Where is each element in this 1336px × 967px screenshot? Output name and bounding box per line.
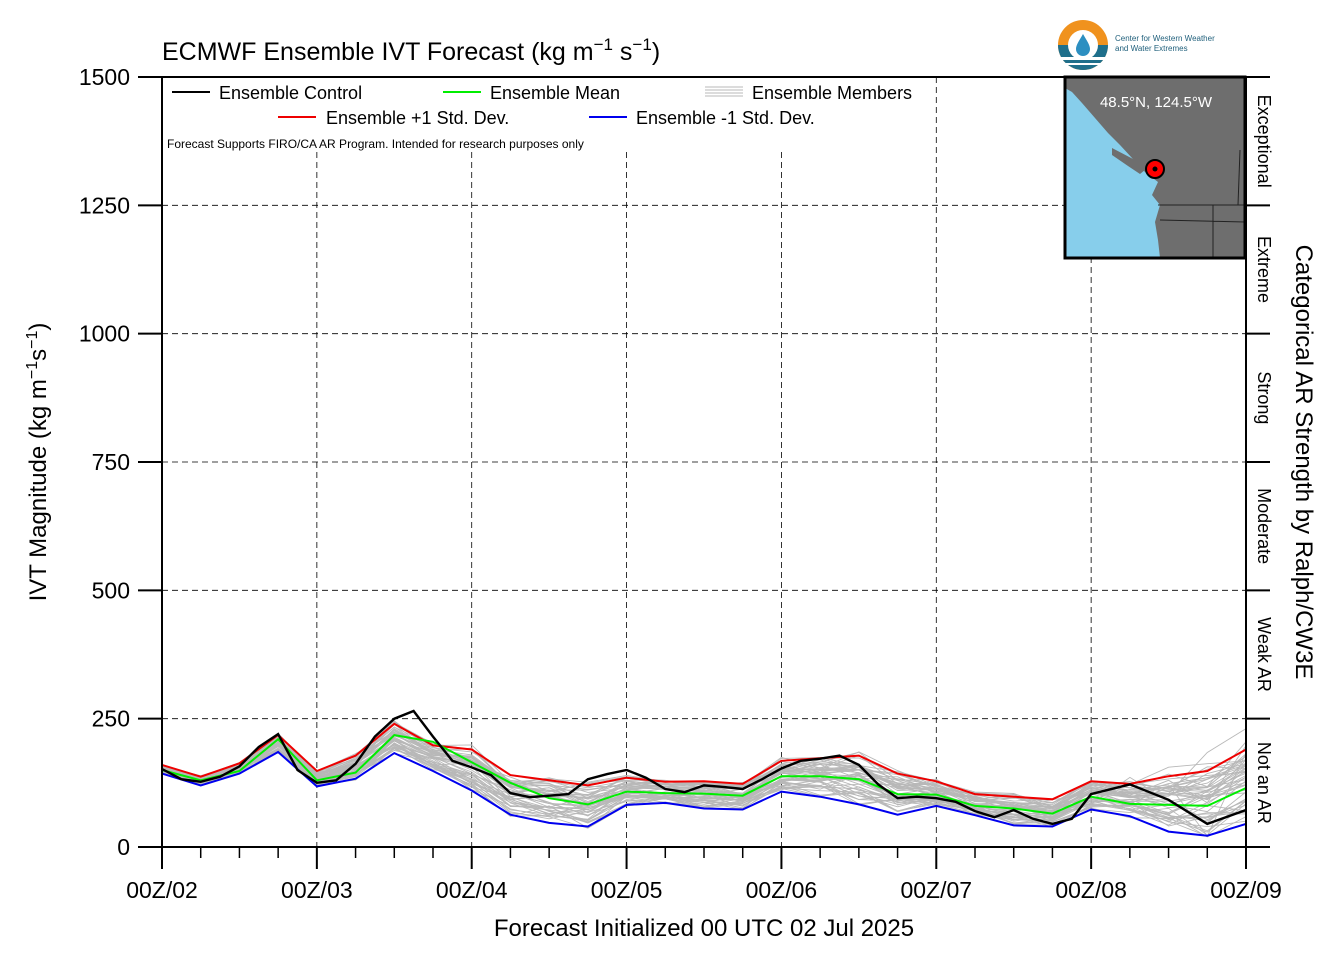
ensemble-member-line [161,741,1247,815]
legend-label-minus-std: Ensemble -1 Std. Dev. [636,108,815,128]
category-label: Exceptional [1254,95,1274,188]
grid-lines [162,77,1246,847]
x-tick-label: 00Z/08 [1055,877,1127,903]
x-tick-label: 00Z/06 [746,877,818,903]
y-tick-label: 750 [92,449,130,475]
category-label: Weak AR [1254,617,1274,692]
logo-text-line1: Center for Western Weather [1115,34,1215,43]
y-tick-label: 1000 [79,321,130,347]
x-tick-label: 00Z/02 [126,877,198,903]
x-tick-label: 00Z/07 [900,877,972,903]
legend: Ensemble Control Ensemble Mean Ensemble … [172,83,912,128]
ensemble-member-line [161,728,1247,812]
right-axis-label: Categorical AR Strength by Ralph/CW3E [1290,245,1317,680]
inset-coordinate-label: 48.5°N, 124.5°W [1100,94,1213,111]
legend-label-control: Ensemble Control [219,83,362,103]
y-axis-label: IVT Magnitude (kg m−1s−1) [24,323,52,602]
research-note: Forecast Supports FIRO/CA AR Program. In… [167,137,584,151]
plus-std-line [161,722,1247,801]
y-tick-label: 1250 [79,192,130,218]
category-label: Moderate [1254,488,1274,564]
ensemble-member-line [161,730,1247,810]
category-label: Extreme [1254,236,1274,303]
series-lines [161,709,1247,837]
legend-label-plus-std: Ensemble +1 Std. Dev. [326,108,509,128]
logo-text-line2: and Water Extremes [1115,44,1188,53]
y-axis: 0 250 500 750 1000 1250 1500 [79,64,162,860]
inset-map: 48.5°N, 124.5°W [1063,75,1247,260]
x-tick-label: 00Z/04 [436,877,508,903]
y-tick-label: 250 [92,706,130,732]
x-axis-label: Forecast Initialized 00 UTC 02 Jul 2025 [494,915,914,942]
cw3e-logo: Center for Western Weather and Water Ext… [1058,20,1215,70]
legend-label-members: Ensemble Members [752,83,912,103]
ensemble-member-line [161,747,1247,827]
category-label: Not an AR [1254,742,1274,824]
y-tick-label: 500 [92,577,130,603]
x-tick-label: 00Z/03 [281,877,353,903]
y-tick-label: 0 [117,834,130,860]
ensemble-member-line [161,738,1247,813]
y-tick-label: 1500 [79,64,130,90]
chart-title: ECMWF Ensemble IVT Forecast (kg m−1 s−1) [162,35,660,66]
legend-swatch-members [705,86,743,97]
category-label: Strong [1254,371,1274,424]
x-tick-label: 00Z/09 [1210,877,1282,903]
x-tick-label: 00Z/05 [591,877,663,903]
x-axis: 00Z/02 00Z/03 00Z/04 00Z/05 00Z/06 00Z/07 00Z/… [126,847,1282,903]
category-axis: Not an AR Weak AR Moderate Strong Extreme Exc… [1246,76,1274,848]
legend-label-mean: Ensemble Mean [490,83,620,103]
control-line [161,709,1247,826]
